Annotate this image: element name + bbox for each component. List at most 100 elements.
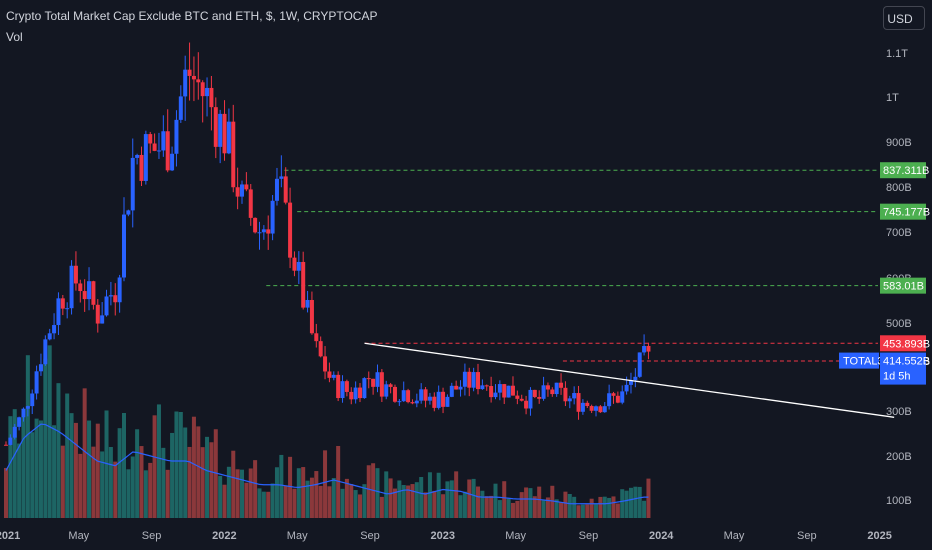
candle-body (143, 134, 148, 181)
candle-body (414, 400, 419, 404)
candle-body (69, 265, 74, 309)
chart-title: Crypto Total Market Cap Exclude BTC and … (6, 9, 378, 23)
volume-bar (60, 445, 65, 518)
volume-bar (8, 416, 13, 518)
volume-bar (178, 411, 183, 518)
volume-bar (436, 472, 441, 518)
candle-body (231, 121, 236, 188)
candle-body (222, 113, 227, 154)
candle-body (371, 378, 376, 387)
candle-body (406, 390, 411, 403)
volume-bar (375, 468, 380, 518)
candle-body (524, 400, 529, 409)
volume-bar (4, 467, 8, 518)
candle-body (95, 304, 100, 324)
candle-body (165, 131, 170, 171)
candle-body (126, 210, 131, 215)
volume-bar (69, 413, 74, 518)
volume-bar (288, 456, 293, 518)
candle-body (572, 393, 577, 399)
volume-bar (589, 498, 594, 518)
volume-bar (56, 383, 61, 518)
candle-body (624, 384, 629, 392)
symbol-tag (839, 352, 879, 369)
x-tick-label: 2024 (649, 530, 674, 542)
candle-body (497, 384, 502, 393)
volume-bar (519, 492, 524, 518)
volume-bar (563, 491, 568, 518)
volume-bar (545, 497, 550, 518)
candle-body (628, 380, 633, 385)
volume-bar (480, 490, 485, 518)
candle-body (607, 393, 612, 407)
level-tag-text: 453.893B (883, 338, 930, 350)
candle-body (344, 381, 349, 392)
candle-body (43, 339, 48, 365)
volume-bar (12, 409, 17, 518)
candle-body (515, 395, 520, 399)
volume-bar (414, 482, 419, 518)
candle-body (336, 374, 341, 399)
x-tick-label: May (724, 530, 745, 542)
candle-body (449, 385, 454, 397)
volume-bar (305, 480, 310, 518)
currency-button[interactable]: USD (883, 6, 925, 30)
volume-bar (257, 488, 262, 518)
volume-bar (34, 418, 39, 518)
volume-bar (585, 504, 590, 518)
candle-body (248, 189, 253, 218)
volume-bar (209, 442, 214, 518)
candle-body (545, 385, 550, 390)
candle-body (288, 202, 293, 258)
candle-body (139, 154, 144, 181)
volume-bar (122, 412, 127, 518)
candle-body (506, 385, 511, 398)
candle-body (183, 69, 188, 97)
candle-body (331, 374, 336, 378)
volume-bar (353, 490, 358, 518)
candle-body (598, 406, 603, 413)
y-tick-label: 500B (886, 318, 912, 330)
volume-bar (318, 485, 323, 518)
volume-bar (174, 411, 179, 518)
volume-bar (628, 487, 633, 518)
volume-bar (550, 485, 555, 518)
volume-bar (47, 345, 52, 518)
volume-bar (108, 446, 113, 518)
candle-body (594, 406, 599, 411)
candle-body (358, 387, 363, 399)
candle-body (323, 356, 328, 372)
y-tick-label: 800B (886, 182, 912, 194)
candle-body (305, 299, 310, 308)
candle-body (148, 134, 153, 144)
volume-bar (283, 485, 288, 518)
y-tick-label: 1T (886, 92, 899, 104)
candle-body (441, 391, 446, 407)
volume-bar (91, 446, 96, 518)
volume-bar (532, 496, 537, 518)
candle-body (550, 389, 555, 395)
candle-body (218, 113, 223, 147)
volume-bar (506, 498, 511, 518)
volume-bar (432, 490, 437, 518)
x-tick-label: 2022 (212, 530, 236, 542)
level-tag-text: 583.01B (883, 281, 924, 293)
candle-body (200, 82, 205, 97)
candle-body (47, 333, 52, 340)
volume-bar (143, 470, 148, 518)
candle-body (537, 396, 542, 399)
candle-body (318, 341, 323, 357)
symbol-tag-text: TOTAL3 (843, 356, 884, 368)
volume-bar (156, 404, 161, 518)
candle-body (484, 385, 489, 387)
volume-bar (493, 483, 498, 518)
candle-body (60, 298, 65, 309)
volume-bar (314, 471, 319, 518)
volume-bar (261, 491, 266, 518)
price-tags: 837.311B745.177B583.01B453.893B413.778BT… (839, 162, 930, 385)
candle-body (563, 387, 568, 402)
volume-bar (340, 488, 345, 518)
candle-body (65, 308, 70, 310)
candle-body (209, 87, 214, 108)
